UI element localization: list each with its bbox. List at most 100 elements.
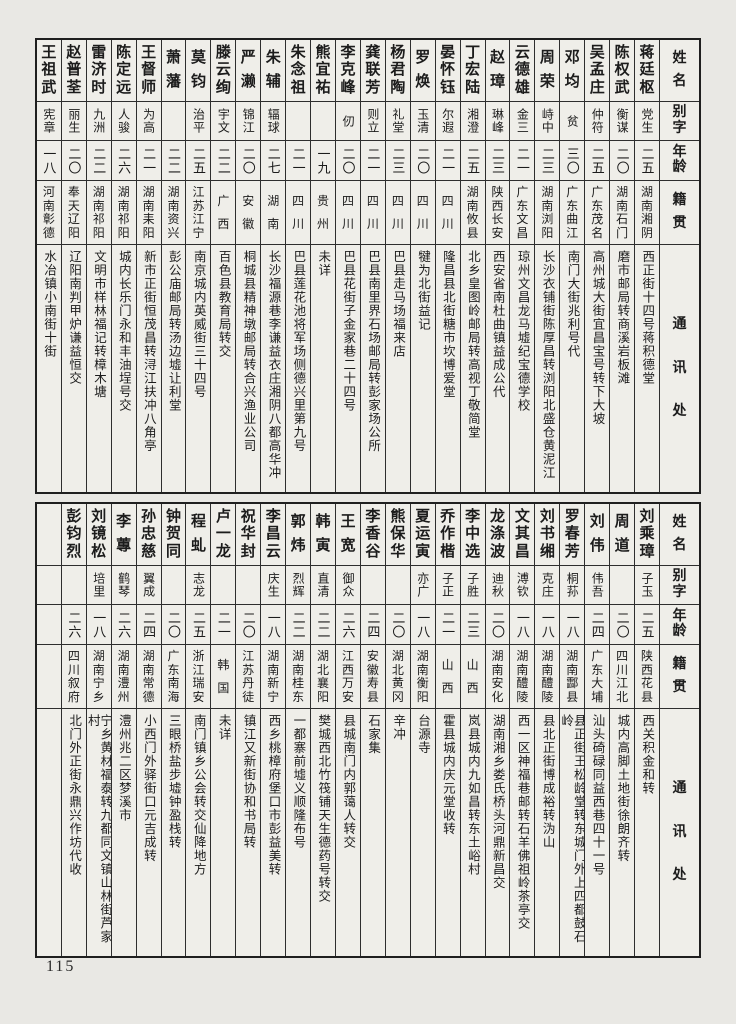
person-name: 莫钧 <box>186 40 211 102</box>
person-courtesy-name: 衡谋 <box>610 102 635 141</box>
person-age: 一八 <box>560 605 585 645</box>
person-address: 宁乡黄材福泰转九都同文镇山林街芦家村 <box>86 714 111 944</box>
person-column: 赵普荃 丽生 二〇 奉天辽阳 辽阳南判甲炉谦益恒交 <box>60 40 86 492</box>
person-age: 二〇 <box>610 141 635 181</box>
person-name: 蒋廷枢 <box>635 40 659 102</box>
person-age: 二五 <box>635 605 659 645</box>
column-headers: 姓名 别字 年龄 籍贯 通讯处 <box>659 504 699 956</box>
person-name: 刘乘璋 <box>635 504 659 566</box>
person-address: 城内高脚土地街徐朗齐转 <box>615 714 630 863</box>
person-address: 琼州文昌龙马墟纪宝德学校 <box>515 250 530 412</box>
header-native-place: 籍贯 <box>660 645 699 709</box>
person-address: 城内长乐门永和丰油埕号交 <box>116 250 131 412</box>
person-address: 县北正街博成裕转沩山 <box>540 714 555 849</box>
person-age: 二七 <box>261 141 286 181</box>
person-column: 刘镜松 培里 一八 湖南宁乡 宁乡黄材福泰转九都同文镇山林街芦家村 <box>85 504 111 956</box>
person-address: 西关积金和转 <box>640 714 655 795</box>
person-column: 李蓴 鹤琴 二六 湖南澧州 澧州兆二区梦溪市 <box>110 504 136 956</box>
person-native-place: 山西 <box>435 645 460 709</box>
person-name: 罗焕 <box>410 40 435 102</box>
person-age: 一八 <box>261 605 286 645</box>
person-courtesy-name <box>286 102 311 141</box>
person-age: 二〇 <box>336 141 360 181</box>
person-name: 刘镜松 <box>86 504 111 566</box>
person-age: 二六 <box>111 141 136 181</box>
person-age: 二三 <box>460 605 485 645</box>
person-age: 三〇 <box>560 141 585 181</box>
person-address: 巴县莲花池将军场侧德兴里第九号 <box>291 250 306 453</box>
person-address: 一都寨前墟义顺隆布号 <box>291 714 306 849</box>
person-age: 一八 <box>410 605 435 645</box>
person-native-place <box>36 645 61 709</box>
person-age: 二二 <box>161 141 186 181</box>
person-age <box>36 605 61 645</box>
person-name: 李中选 <box>460 504 485 566</box>
person-courtesy-name: 为高 <box>136 102 161 141</box>
person-column: 郭炜 烈辉 二二 湖南桂东 一都寨前墟义顺隆布号 <box>285 504 311 956</box>
person-native-place: 湖北黄冈 <box>385 645 410 709</box>
person-age: 二一 <box>136 141 161 181</box>
person-age: 二〇 <box>236 141 261 181</box>
person-address: 西一区神福巷邮转石羊佛祖岭茶亭交 <box>515 714 530 930</box>
person-column: 朱辅 辐球 二七 湖南 长沙福源巷李谦益衣庄湘阴八都高华冲 <box>260 40 286 492</box>
header-courtesy-name: 别字 <box>660 102 699 141</box>
person-column: 滕云绚 宇文 二二 广西 百色县教育局转交 <box>210 40 236 492</box>
person-name: 郭炜 <box>286 504 311 566</box>
person-age: 二一 <box>360 141 385 181</box>
person-address: 汕头碕碌同益西巷四十一号 <box>590 714 605 876</box>
person-address: 南门大街兆利号代 <box>565 250 580 358</box>
person-courtesy-name <box>385 566 410 605</box>
person-name: 熊宜祐 <box>311 40 336 102</box>
person-address: 犍为北街益记 <box>415 250 430 331</box>
person-column: 熊保华 二〇 湖北黄冈 辛冲 <box>384 504 410 956</box>
person-courtesy-name: 尔遐 <box>435 102 460 141</box>
person-column: 龚联芳 则立 二一 四川 巴县南里界石场邮局转彭家场公所 <box>359 40 385 492</box>
person-column: 丁宏陆 湘澄 二五 湖南攸县 北乡皇图岭邮局转高视丁敬简堂 <box>459 40 485 492</box>
person-column: 夏运寅 亦广 一八 湖南衡阳 台源寺 <box>409 504 435 956</box>
person-age: 二三 <box>485 141 510 181</box>
person-native-place: 广东曲江 <box>560 181 585 245</box>
person-column: 陈定远 人骏 二六 湖南祁阳 城内长乐门永和丰油埕号交 <box>110 40 136 492</box>
person-name: 陈定远 <box>111 40 136 102</box>
person-native-place: 山西 <box>460 645 485 709</box>
person-name: 王宽 <box>336 504 360 566</box>
person-age: 二一 <box>286 141 311 181</box>
person-name: 王督师 <box>136 40 161 102</box>
person-column: 孙忠慈 翼成 二四 湖南常德 小西门外驿街口元吉成转 <box>135 504 161 956</box>
person-courtesy-name: 仲符 <box>585 102 610 141</box>
person-column: 王宽 御众 二六 江西万安 县城南门内郭蔼人转交 <box>335 504 360 956</box>
person-courtesy-name: 锦江 <box>236 102 261 141</box>
person-name: 龚联芳 <box>360 40 385 102</box>
person-age: 二二 <box>311 605 336 645</box>
person-address: 西安省南杜曲镇益成公代 <box>490 250 505 399</box>
person-name: 丁宏陆 <box>460 40 485 102</box>
person-courtesy-name: 礼堂 <box>385 102 410 141</box>
person-courtesy-name: 治平 <box>186 102 211 141</box>
person-courtesy-name: 宪章 <box>36 102 61 141</box>
person-column: 卢一龙 二一 韩国 未详 <box>210 504 236 956</box>
person-address: 高州城大街宜昌宝号转下大坡 <box>590 250 605 426</box>
header-age: 年龄 <box>660 605 699 645</box>
header-contact-address: 通讯处 <box>672 780 687 884</box>
person-name: 晏怀钰 <box>435 40 460 102</box>
person-courtesy-name: 亦广 <box>410 566 435 605</box>
person-native-place: 四川 <box>360 181 385 245</box>
person-name: 周荣 <box>535 40 560 102</box>
person-courtesy-name <box>311 102 336 141</box>
person-courtesy-name: 翼成 <box>136 566 161 605</box>
person-name: 王祖武 <box>36 40 61 102</box>
person-name: 龙涤波 <box>485 504 510 566</box>
person-native-place: 陕西长安 <box>485 181 510 245</box>
person-column: 李中选 子胜 二三 山西 岚县城内九如昌转东土峪村 <box>459 504 485 956</box>
person-native-place: 陕西花县 <box>635 645 659 709</box>
person-courtesy-name: 宇文 <box>211 102 236 141</box>
person-name: 钟贺同 <box>161 504 186 566</box>
person-address: 长沙衣铺街陈厚昌转浏阳北盛仓黄泥江 <box>540 250 555 480</box>
person-courtesy-name: 伟吾 <box>585 566 610 605</box>
person-name: 云德雄 <box>510 40 535 102</box>
person-courtesy-name: 桐荪 <box>560 566 585 605</box>
person-age: 二一 <box>510 141 535 181</box>
person-native-place: 湖南祁阳 <box>86 181 111 245</box>
person-native-place: 湖南衡阳 <box>410 645 435 709</box>
person-age: 二五 <box>635 141 659 181</box>
